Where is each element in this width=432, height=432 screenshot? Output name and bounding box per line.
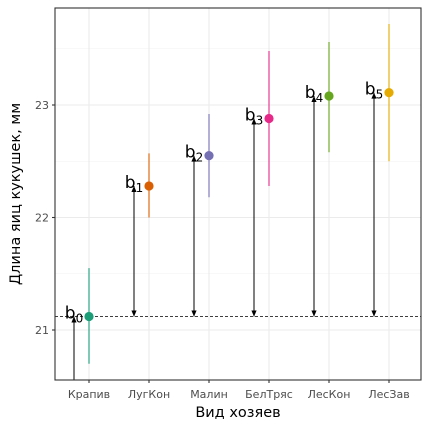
coefficient-label-letter: b: [185, 143, 196, 163]
coefficient-label-4: b4: [305, 83, 323, 105]
x-axis-ticks: Крапив ЛугКон Малин БелТряс ЛесКон ЛесЗав: [68, 380, 410, 401]
x-tick-label: ЛесКон: [308, 388, 351, 401]
plot-frame: [54, 7, 422, 381]
coefficient-label-letter: b: [245, 106, 256, 126]
x-tick-label: ЛугКон: [128, 388, 170, 401]
arrow-head: [251, 118, 257, 125]
coefficient-label-2: b2: [185, 143, 203, 165]
mean-point-ЛесЗав: [384, 88, 394, 98]
coefficient-label-subscript: 1: [136, 181, 144, 195]
mean-point-ЛугКон: [144, 181, 154, 191]
arrow-head: [131, 186, 137, 192]
coefficient-label-3: b3: [245, 106, 263, 128]
coefficient-label-subscript: 3: [256, 114, 264, 128]
plot-panel: [55, 8, 421, 380]
arrow-head: [311, 310, 317, 317]
coefficient-label-letter: b: [65, 304, 76, 324]
coefficient-label-subscript: 4: [316, 91, 324, 105]
coefficient-label-letter: b: [365, 80, 376, 100]
mean-point-Малин: [204, 151, 214, 161]
y-axis-ticks: 21 22 23: [35, 99, 55, 337]
arrow-head: [251, 310, 257, 317]
coefficient-label-letter: b: [305, 83, 316, 103]
coefficient-label-0: b0: [65, 304, 83, 326]
arrow-head: [131, 310, 137, 317]
x-tick-label: БелТряс: [245, 388, 293, 401]
coefficient-label-5: b5: [365, 80, 383, 102]
mean-point-ЛесКон: [324, 91, 334, 101]
grid-minor: [55, 48, 421, 275]
arrow-head: [371, 92, 377, 99]
arrow-head: [191, 155, 197, 162]
x-tick-label: ЛесЗав: [368, 388, 409, 401]
x-tick-label: Малин: [190, 388, 228, 401]
coefficient-label-subscript: 5: [376, 88, 384, 102]
x-tick-label: Крапив: [68, 388, 110, 401]
coefficient-label-subscript: 2: [196, 151, 204, 165]
x-axis-title: Вид хозяев: [195, 405, 280, 421]
arrow-head: [71, 316, 77, 323]
y-tick-label: 23: [35, 99, 49, 112]
mean-point-БелТряс: [264, 113, 274, 124]
y-tick-label: 21: [35, 324, 49, 337]
coefficient-label-1: b1: [125, 173, 143, 195]
y-tick-label: 22: [35, 212, 49, 225]
coefficient-label-subscript: 0: [76, 312, 84, 326]
arrow-head: [371, 310, 377, 317]
arrow-head: [311, 96, 317, 102]
y-axis-title: Длина яиц кукушек, мм: [8, 103, 24, 285]
mean-point-Крапив: [84, 311, 94, 322]
arrow-head: [191, 310, 197, 317]
mean-points: [84, 88, 394, 322]
coefficient-label-letter: b: [125, 173, 136, 193]
coefficient-arrows: [71, 92, 377, 380]
